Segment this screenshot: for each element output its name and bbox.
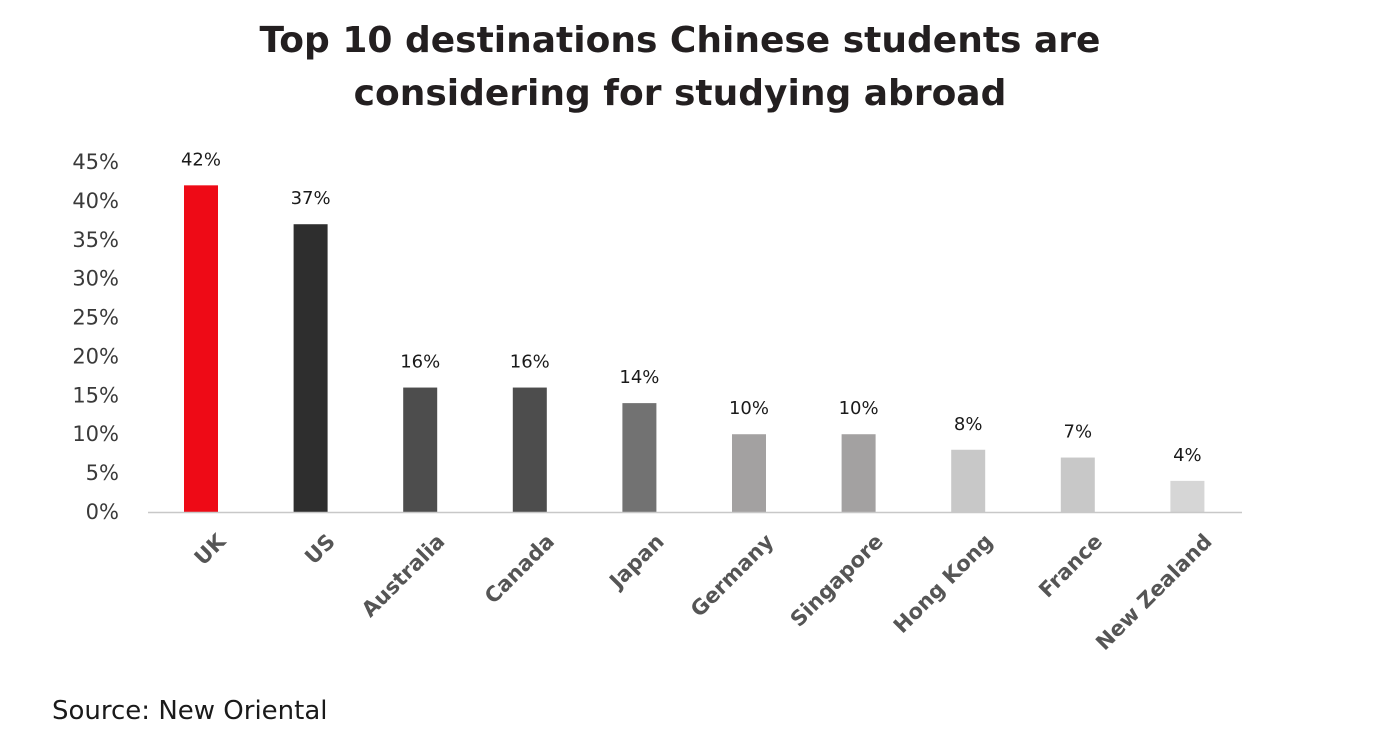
bar-singapore	[841, 434, 876, 512]
y-tick-label: 15%	[72, 383, 119, 407]
bar-us	[293, 224, 328, 512]
y-tick-label: 25%	[72, 306, 119, 330]
x-tick-label: New Zealand	[1091, 529, 1217, 655]
data-label: 37%	[291, 188, 331, 209]
x-tick-label: Germany	[686, 529, 779, 622]
value-labels: 42% 37% 16% 16% 14% 10% 10% 8% 7% 4%	[181, 149, 1202, 466]
data-label: 42%	[181, 149, 221, 170]
bars	[184, 185, 1205, 513]
x-tick-label: Canada	[480, 529, 559, 608]
y-tick-label: 40%	[72, 189, 119, 213]
chart-title: Top 10 destinations Chinese students are…	[0, 14, 1360, 120]
bar-canada	[512, 387, 547, 512]
bar-australia	[403, 387, 438, 512]
bar-hong-kong	[951, 449, 986, 512]
data-label: 16%	[400, 352, 440, 373]
bar-france	[1060, 457, 1095, 512]
x-tick-label: Hong Kong	[889, 529, 998, 638]
y-tick-label: 5%	[86, 461, 119, 485]
bar-chart: 0% 5% 10% 15% 20% 25% 30% 35% 40% 45% 42% 37% 16% 16…	[72, 149, 1242, 655]
y-axis: 0% 5% 10% 15% 20% 25% 30% 35% 40% 45%	[72, 150, 119, 524]
data-label: 10%	[729, 398, 769, 419]
data-label: 14%	[619, 367, 659, 388]
y-tick-label: 10%	[72, 422, 119, 446]
y-tick-label: 20%	[72, 344, 119, 368]
x-tick-label: US	[300, 529, 340, 569]
x-tick-label: Australia	[357, 529, 450, 622]
chart-title-line-1: Top 10 destinations Chinese students are	[259, 20, 1101, 61]
y-tick-label: 30%	[72, 267, 119, 291]
data-label: 16%	[510, 352, 550, 373]
x-tick-label: Japan	[604, 529, 669, 594]
x-tick-label: France	[1034, 529, 1107, 602]
bar-germany	[732, 434, 766, 512]
bar-uk	[184, 185, 218, 513]
x-tick-label: UK	[190, 529, 231, 570]
data-label: 10%	[839, 398, 879, 419]
source-note: Source: New Oriental	[52, 696, 328, 726]
data-label: 7%	[1064, 422, 1093, 443]
data-label: 8%	[954, 414, 983, 435]
y-tick-label: 0%	[86, 500, 119, 524]
bar-japan	[622, 403, 657, 512]
x-axis: UK US Australia Canada Japan Germany Singapore…	[190, 529, 1217, 655]
chart-title-line-2: considering for studying abroad	[353, 73, 1007, 114]
y-tick-label: 45%	[72, 150, 119, 174]
x-tick-label: Singapore	[786, 529, 888, 631]
data-label: 4%	[1173, 445, 1202, 466]
y-tick-label: 35%	[72, 228, 119, 252]
bar-new-zealand	[1170, 480, 1205, 512]
